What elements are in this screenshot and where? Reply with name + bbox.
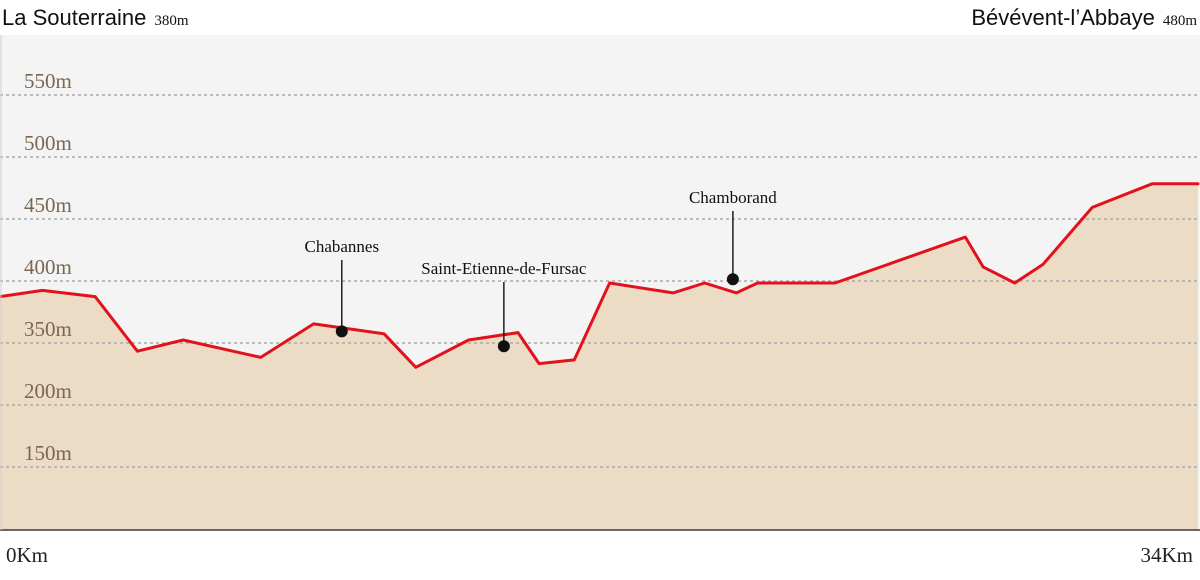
start-place-label: La Souterraine 380m bbox=[2, 5, 189, 30]
waypoint: Chamborand bbox=[689, 188, 777, 286]
y-tick-label: 450m bbox=[24, 193, 72, 217]
y-tick-label: 350m bbox=[24, 317, 72, 341]
waypoint-label: Chabannes bbox=[304, 237, 379, 256]
waypoint: Saint-Etienne-de-Fursac bbox=[421, 259, 587, 353]
waypoint-label: Chamborand bbox=[689, 188, 777, 207]
waypoint-marker bbox=[726, 273, 739, 286]
waypoint: Chabannes bbox=[304, 237, 379, 338]
waypoints: Chabannes Saint-Etienne-de-Fursac Chambora… bbox=[304, 188, 777, 353]
y-tick-label: 550m bbox=[24, 69, 72, 93]
y-tick-label: 150m bbox=[24, 441, 72, 465]
y-tick-label: 200m bbox=[24, 379, 72, 403]
elevation-line bbox=[0, 182, 1200, 369]
waypoint-marker bbox=[497, 340, 510, 353]
waypoint-label: Saint-Etienne-de-Fursac bbox=[421, 259, 587, 278]
terrain-area bbox=[0, 183, 1198, 531]
y-tick-label: 500m bbox=[24, 131, 72, 155]
x-tick-label: 34Km bbox=[1141, 543, 1194, 567]
x-axis-labels: 0Km 34Km bbox=[6, 543, 1193, 567]
end-place-label: Bévévent-l’Abbaye 480m bbox=[971, 5, 1197, 30]
waypoint-marker bbox=[335, 325, 348, 338]
y-axis-labels: 150m 200m 350m 400m 450m 500m 550m bbox=[24, 69, 72, 465]
y-tick-label: 400m bbox=[24, 255, 72, 279]
x-tick-label: 0Km bbox=[6, 543, 48, 567]
